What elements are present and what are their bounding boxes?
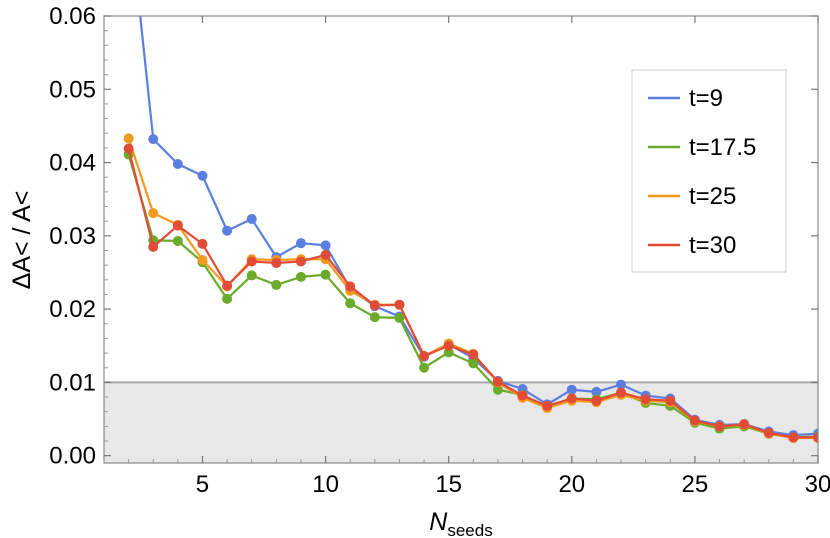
y-tick-label: 0.05 xyxy=(49,76,96,103)
legend-box xyxy=(631,69,787,273)
x-axis-label-sub: seeds xyxy=(447,521,492,538)
legend-label: t=17.5 xyxy=(689,134,756,161)
data-point xyxy=(172,235,183,246)
data-point xyxy=(394,312,405,323)
data-point xyxy=(788,432,799,443)
data-point xyxy=(320,249,331,260)
plot-frame xyxy=(103,15,819,464)
data-point xyxy=(148,241,159,252)
data-point xyxy=(616,387,627,398)
data-point xyxy=(320,240,331,251)
data-point xyxy=(345,281,356,292)
x-axis-label-main: N xyxy=(429,508,448,536)
data-point xyxy=(763,427,774,438)
data-point xyxy=(197,255,208,266)
data-point xyxy=(542,400,553,411)
data-point xyxy=(197,238,208,249)
data-point xyxy=(468,358,479,369)
data-point xyxy=(591,395,602,406)
data-point xyxy=(714,421,725,432)
legend-label: t=9 xyxy=(689,85,723,112)
data-point xyxy=(172,159,183,170)
y-tick-label: 0.03 xyxy=(49,223,96,250)
data-point xyxy=(369,312,380,323)
series-4 xyxy=(123,143,818,443)
data-point xyxy=(320,269,331,280)
data-point xyxy=(517,390,528,401)
data-point xyxy=(419,362,430,373)
data-point xyxy=(813,432,818,443)
y-tick-label: 0.06 xyxy=(49,3,96,30)
data-point xyxy=(246,256,257,267)
data-point xyxy=(197,170,208,181)
x-axis-title: Nseeds xyxy=(429,508,492,538)
legend-entry-3: t=25 xyxy=(648,183,736,210)
y-axis-title: ΔA< / A< xyxy=(8,191,36,290)
data-point xyxy=(665,395,676,406)
data-point xyxy=(394,299,405,310)
x-tick-label: 15 xyxy=(435,471,462,498)
x-tick-label: 30 xyxy=(805,471,830,498)
data-point xyxy=(148,134,159,145)
data-point xyxy=(222,293,233,304)
data-point xyxy=(295,271,306,282)
data-point xyxy=(492,384,503,395)
data-point xyxy=(172,220,183,231)
data-point xyxy=(640,394,651,405)
data-point xyxy=(419,351,430,362)
legend-entry-4: t=30 xyxy=(648,232,736,259)
data-point xyxy=(222,225,233,236)
legend-entry-2: t=17.5 xyxy=(648,134,756,161)
legend-entry-1: t=9 xyxy=(648,85,723,112)
data-point xyxy=(739,419,750,430)
data-point xyxy=(566,384,577,395)
y-tick-label: 0.01 xyxy=(49,369,96,396)
data-point xyxy=(345,298,356,309)
legend-label: t=25 xyxy=(689,183,736,210)
y-tick-label: 0.02 xyxy=(49,296,96,323)
data-point xyxy=(468,349,479,360)
data-point xyxy=(246,270,257,281)
legend-label: t=30 xyxy=(689,232,736,259)
data-point xyxy=(123,143,134,154)
data-point xyxy=(443,340,454,351)
data-point xyxy=(246,213,257,224)
data-point xyxy=(492,376,503,387)
data-point xyxy=(591,386,602,397)
legend: t=9 t=17.5 t=25 t=30 xyxy=(631,69,787,273)
data-point xyxy=(689,415,700,426)
data-point xyxy=(369,300,380,311)
data-point xyxy=(148,208,159,219)
data-point xyxy=(295,256,306,267)
data-point xyxy=(271,279,282,290)
y-tick-label: 0.04 xyxy=(49,150,96,177)
data-point xyxy=(616,379,627,390)
data-point xyxy=(222,280,233,291)
data-point xyxy=(123,133,134,144)
y-tick-label: 0.00 xyxy=(49,443,96,470)
data-point xyxy=(295,238,306,249)
x-tick-label: 20 xyxy=(558,471,585,498)
x-tick-label: 10 xyxy=(312,471,339,498)
data-point xyxy=(271,257,282,268)
x-tick-label: 25 xyxy=(682,471,709,498)
data-point xyxy=(566,393,577,404)
y-axis-label: ΔA< / A< xyxy=(8,191,36,290)
x-tick-label: 5 xyxy=(196,471,209,498)
